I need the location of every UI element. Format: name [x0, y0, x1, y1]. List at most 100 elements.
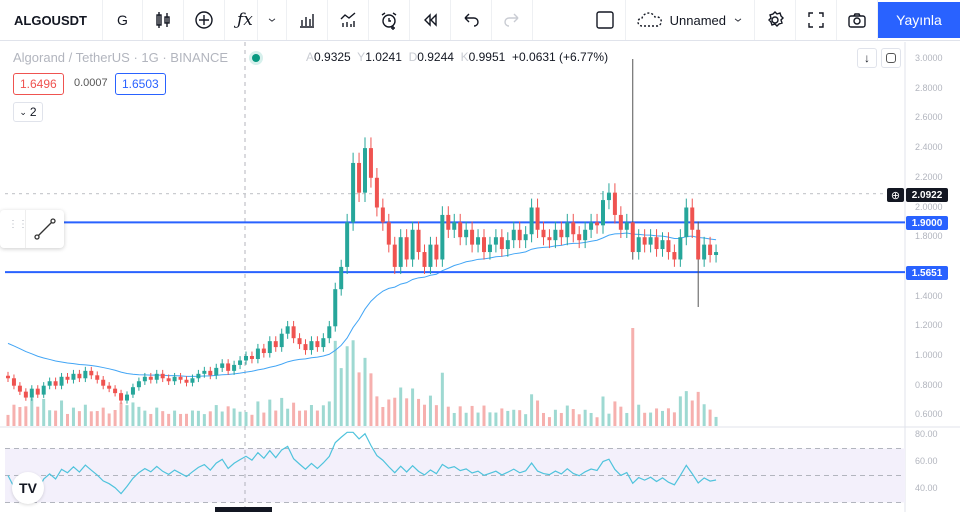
volume-bar	[571, 409, 575, 426]
volume-bar	[286, 408, 290, 426]
templates-button[interactable]	[287, 0, 328, 40]
add-alert-plus-icon[interactable]: ⊕	[887, 188, 904, 202]
volume-bar	[518, 410, 522, 426]
volume-bar	[268, 399, 272, 426]
volume-bar	[714, 416, 718, 426]
arrow-down-icon: ↓	[864, 51, 870, 65]
volume-bar	[42, 398, 46, 426]
volume-bar	[333, 340, 337, 426]
volume-bar	[559, 412, 563, 426]
symbol-search[interactable]: ALGOUSDT	[0, 0, 103, 40]
replay-button[interactable]	[410, 0, 451, 40]
volume-bar	[589, 412, 593, 426]
candle-body	[672, 252, 677, 260]
candle-body	[166, 378, 171, 382]
settings-button[interactable]	[755, 0, 796, 40]
scroll-to-realtime-button[interactable]: ↓	[857, 48, 877, 68]
candle-body	[380, 207, 385, 223]
volume-bar	[298, 410, 302, 426]
candle-body	[238, 360, 243, 365]
layout-icon	[595, 11, 614, 29]
market-status-dot	[252, 53, 261, 62]
chart-type-button[interactable]	[143, 0, 184, 40]
fullscreen-icon	[808, 12, 824, 28]
candle-body	[29, 388, 34, 398]
price-tick: 2.8000	[915, 82, 943, 93]
candle-body	[606, 192, 611, 201]
candle-body	[59, 376, 64, 386]
candle-body	[71, 373, 76, 380]
redo-icon	[504, 13, 519, 27]
volume-bar	[36, 406, 40, 426]
drag-handle-icon[interactable]: ⋮⋮	[0, 210, 28, 248]
price-tick: 3.0000	[915, 53, 943, 63]
volume-bar	[464, 412, 468, 426]
auto-scale-button[interactable]	[881, 48, 901, 68]
undo-button[interactable]	[451, 0, 492, 40]
indicators-dropdown[interactable]	[258, 0, 287, 40]
snapshot-button[interactable]	[837, 0, 878, 40]
volume-bar	[440, 372, 444, 426]
volume-bar	[446, 406, 450, 426]
candle-body	[559, 229, 564, 238]
level-label-1[interactable]: 1.9000	[906, 216, 948, 230]
chart-legend: Algorand / TetherUS · 1G · BINANCE	[13, 50, 261, 65]
interval-button[interactable]: G	[103, 0, 143, 40]
volume-bar	[357, 372, 361, 426]
volume-bar	[411, 388, 415, 426]
candle-body	[624, 222, 629, 230]
volume-bar	[190, 410, 194, 426]
volume-bar	[304, 410, 307, 426]
compare-button[interactable]	[184, 0, 225, 40]
candle-body	[398, 237, 403, 267]
candle-body	[327, 326, 332, 339]
chart-canvas[interactable]	[0, 42, 960, 512]
volume-bar	[684, 391, 688, 426]
level-label-2[interactable]: 1.5651	[906, 266, 948, 280]
fullscreen-button[interactable]	[796, 0, 837, 40]
candle-body	[458, 222, 463, 238]
volume-bar	[708, 409, 712, 426]
volume-bar	[696, 391, 700, 426]
alert-button[interactable]	[369, 0, 410, 40]
candle-body	[279, 333, 284, 348]
candle-body	[113, 388, 118, 394]
trend-line-tool[interactable]	[26, 210, 64, 248]
candle-body	[678, 237, 683, 260]
candle-body	[89, 370, 94, 376]
candle-body	[178, 376, 183, 380]
volume-bar	[423, 404, 426, 426]
undo-icon	[464, 13, 479, 27]
volume-bar	[101, 407, 105, 426]
volume-bar	[458, 406, 462, 426]
layout-name-button[interactable]: Unnamed	[626, 0, 755, 40]
volume-bar	[476, 412, 480, 426]
volume-bar	[66, 413, 69, 426]
candle-body	[232, 364, 237, 371]
publish-button[interactable]: Yayınla	[878, 2, 960, 38]
buy-price-button[interactable]: 1.6503	[115, 73, 166, 95]
volume-bar	[179, 413, 183, 426]
layout-button[interactable]	[585, 0, 626, 40]
candle-body	[77, 373, 82, 379]
indicators-button[interactable]: ƒx	[225, 0, 258, 40]
sell-price-button[interactable]: 1.6496	[13, 73, 64, 95]
price-tick: 2.0000	[915, 201, 943, 212]
volume-bar	[274, 410, 278, 426]
volume-bar	[631, 328, 635, 426]
candle-body	[339, 266, 344, 290]
redo-button[interactable]	[492, 0, 533, 40]
indicators-toggle[interactable]: ⌄ 2	[13, 102, 43, 122]
volume-bar	[678, 396, 682, 426]
volume-bar	[661, 410, 664, 426]
price-tick: 1.0000	[915, 350, 943, 360]
volume-bar	[482, 405, 486, 426]
volume-bar	[155, 407, 159, 426]
tradingview-logo: TV	[12, 472, 44, 504]
candle-body	[618, 214, 623, 230]
candle-body	[595, 222, 600, 226]
candle-body	[83, 370, 88, 379]
candle-body	[708, 244, 713, 256]
candle-body	[577, 234, 582, 241]
financials-button[interactable]	[328, 0, 369, 40]
